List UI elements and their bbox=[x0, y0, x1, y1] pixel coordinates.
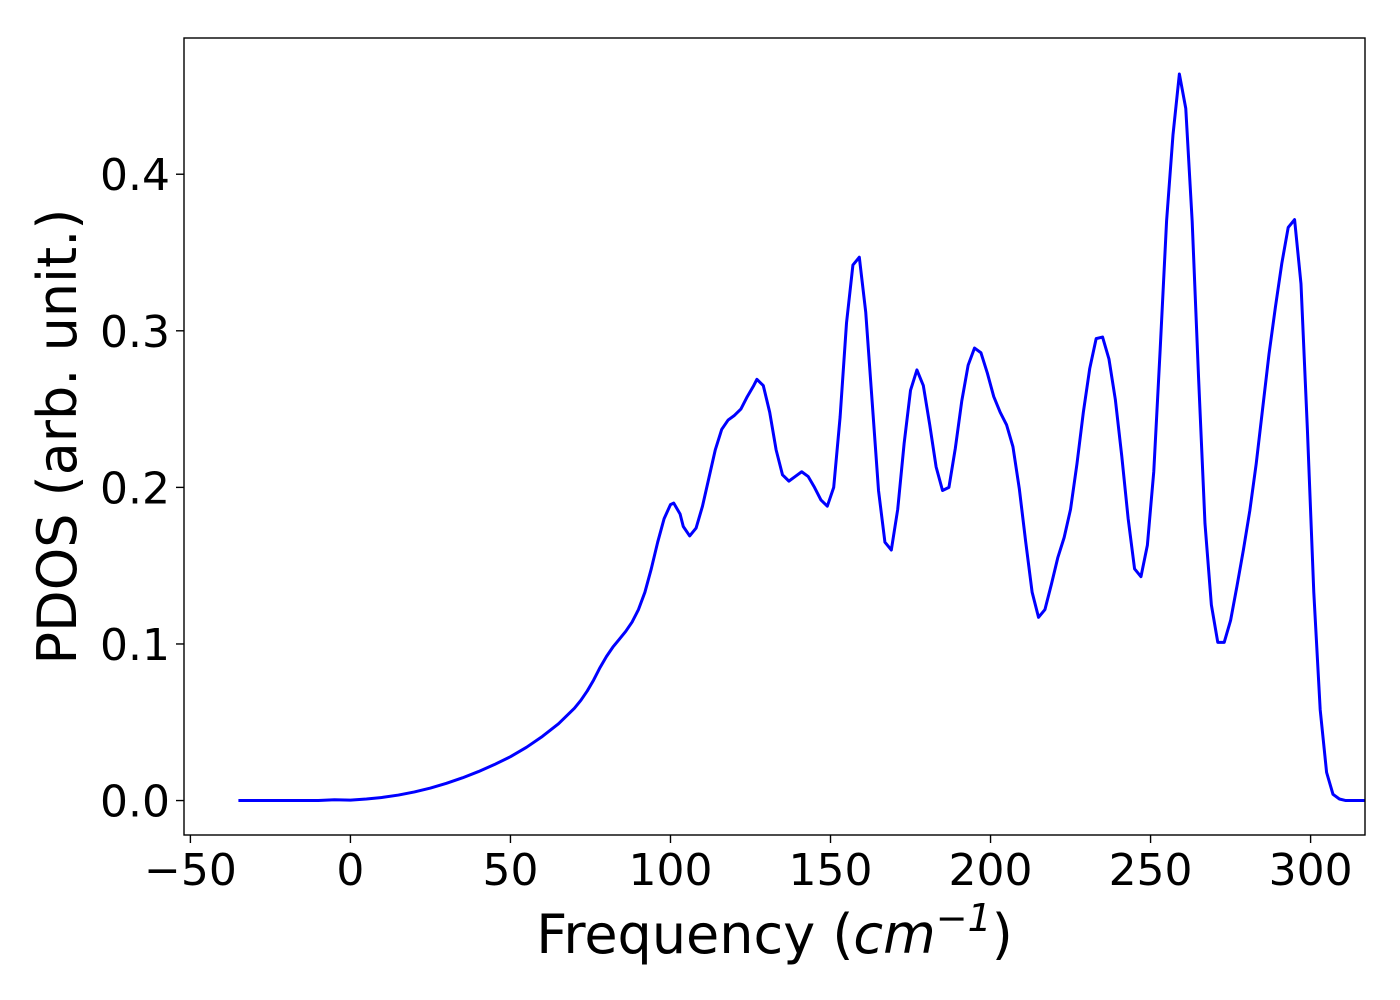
y-tick-label: 0.3 bbox=[100, 307, 170, 358]
y-tick-label: 0.1 bbox=[100, 620, 170, 671]
plot-frame bbox=[183, 37, 1366, 836]
x-axis-label-unit: cm bbox=[853, 903, 935, 966]
y-tick-label: 0.0 bbox=[100, 777, 170, 828]
y-axis-label: PDOS (arb. unit.) bbox=[26, 209, 89, 665]
x-tick-label: 150 bbox=[789, 845, 873, 896]
x-axis-label-suffix: ) bbox=[992, 903, 1013, 966]
y-tick-label: 0.2 bbox=[100, 463, 170, 514]
x-axis-label-prefix: Frequency ( bbox=[536, 903, 853, 966]
tick-layer: −50 0 50 100 150 200 250 300 0.0 0.1 0.2 0.3 0.4 bbox=[100, 150, 1353, 896]
x-tick-label: 300 bbox=[1269, 845, 1353, 896]
y-tick-label: 0.4 bbox=[100, 150, 170, 201]
x-tick-label: −50 bbox=[144, 845, 237, 896]
x-axis-label-exponent: −1 bbox=[936, 896, 992, 940]
x-tick-label: 50 bbox=[482, 845, 538, 896]
x-tick-label: 100 bbox=[628, 845, 712, 896]
x-axis-label: Frequency (cm−1) bbox=[536, 896, 1013, 966]
x-tick-label: 200 bbox=[949, 845, 1033, 896]
plot-layer bbox=[238, 72, 1365, 803]
series-line-0 bbox=[238, 72, 1365, 803]
x-tick-label: 0 bbox=[336, 845, 364, 896]
x-tick-label: 250 bbox=[1109, 845, 1193, 896]
